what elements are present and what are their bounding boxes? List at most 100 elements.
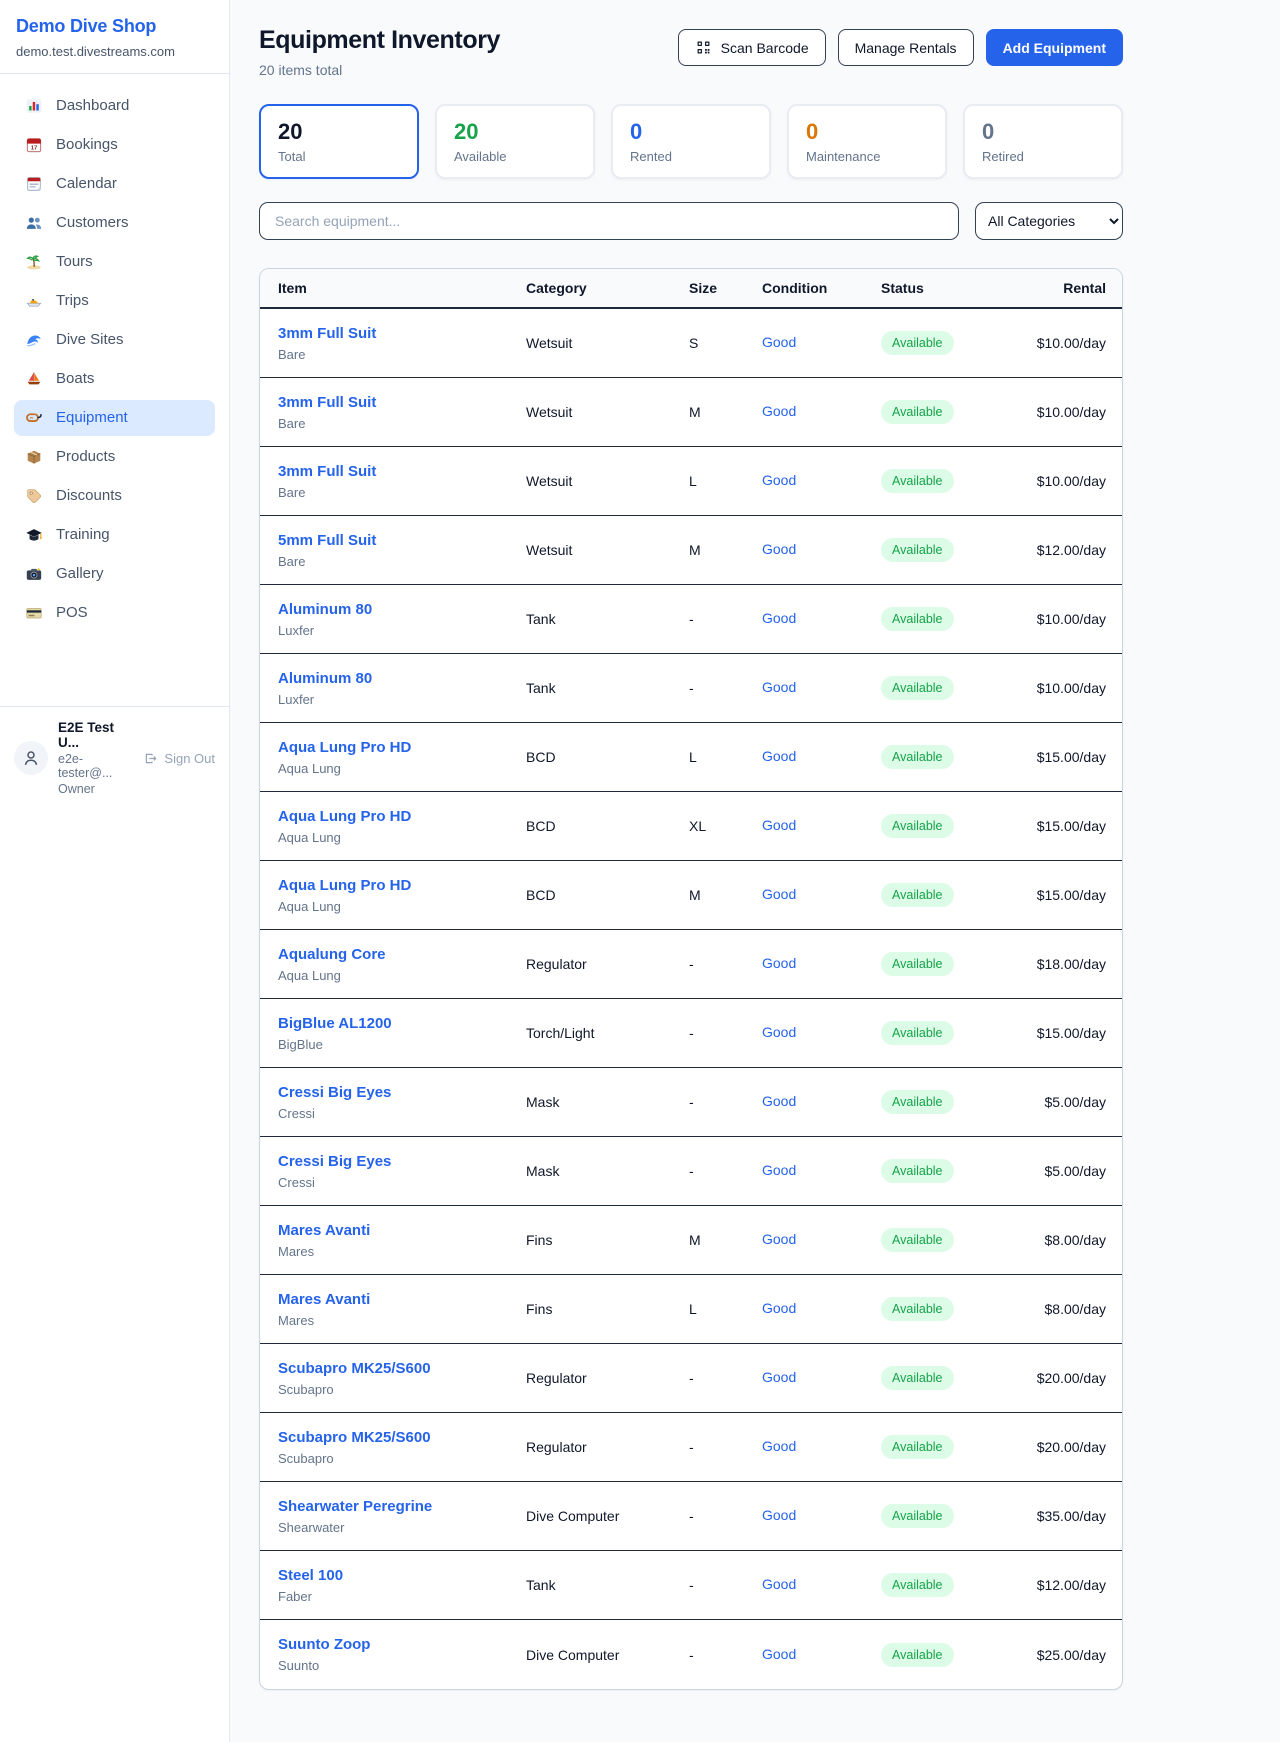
item-name-link[interactable]: Aluminum 80 (278, 600, 373, 618)
item-name-link[interactable]: Suunto Zoop (278, 1636, 371, 1653)
item-rental: $5.00/day (1044, 1163, 1107, 1179)
item-name-link[interactable]: Cressi Big Eyes (278, 1083, 392, 1101)
item-cell: Aqua Lung Pro HD Aqua Lung (278, 808, 526, 845)
condition-link[interactable]: Good (762, 1093, 797, 1109)
manage-rentals-button[interactable]: Manage Rentals (837, 29, 974, 66)
sidebar-item-dashboard[interactable]: Dashboard (14, 88, 215, 124)
item-brand: Scubapro (278, 1450, 334, 1466)
table-row: Aluminum 80 Luxfer Tank - Good Available… (260, 654, 1122, 723)
category-select[interactable]: All Categories (975, 202, 1123, 240)
stat-card-rented[interactable]: 0 Rented (611, 104, 771, 179)
condition-link[interactable]: Good (762, 886, 797, 902)
search-input[interactable] (259, 202, 959, 240)
item-name-link[interactable]: Aqua Lung Pro HD (278, 738, 412, 756)
condition-link[interactable]: Good (762, 1438, 797, 1454)
item-cell: Scubapro MK25/S600 Scubapro (278, 1360, 526, 1397)
sidebar-item-tours[interactable]: Tours (14, 244, 215, 280)
item-name-link[interactable]: Steel 100 (278, 1566, 344, 1584)
condition-link[interactable]: Good (762, 541, 797, 557)
item-cell: Mares Avanti Mares (278, 1291, 526, 1328)
table-row: Steel 100 Faber Tank - Good Available $1… (260, 1551, 1122, 1620)
calendar-icon (25, 175, 43, 193)
equipment-table: Item Category Size Condition Status Rent… (259, 268, 1123, 1690)
item-size: - (689, 1025, 694, 1041)
condition-link[interactable]: Good (762, 817, 797, 833)
item-name-link[interactable]: Mares Avanti (278, 1221, 371, 1239)
item-name-link[interactable]: BigBlue AL1200 (278, 1014, 392, 1032)
condition-link[interactable]: Good (762, 472, 797, 488)
item-size: - (689, 611, 694, 627)
condition-link[interactable]: Good (762, 1231, 797, 1247)
item-name-link[interactable]: Aqua Lung Pro HD (278, 807, 412, 825)
table-row: Shearwater Peregrine Shearwater Dive Com… (260, 1482, 1122, 1551)
sign-out-button[interactable]: Sign Out (141, 749, 215, 767)
item-name-link[interactable]: Aqualung Core (278, 945, 386, 963)
sidebar-item-training[interactable]: Training (14, 517, 215, 553)
status-cell: Available (881, 331, 1012, 355)
add-equipment-button[interactable]: Add Equipment (985, 29, 1123, 66)
status-badge: Available (881, 1297, 954, 1321)
item-name-link[interactable]: Aqua Lung Pro HD (278, 876, 412, 894)
sidebar-item-equipment[interactable]: Equipment (14, 400, 215, 436)
item-name-link[interactable]: 3mm Full Suit (278, 324, 377, 342)
item-brand: Luxfer (278, 622, 315, 638)
condition-link[interactable]: Good (762, 748, 797, 764)
condition-cell: Good (762, 1300, 881, 1318)
sidebar-item-dive-sites[interactable]: Dive Sites (14, 322, 215, 358)
table-row: Cressi Big Eyes Cressi Mask - Good Avail… (260, 1137, 1122, 1206)
sidebar-item-boats[interactable]: Boats (14, 361, 215, 397)
item-name-link[interactable]: 5mm Full Suit (278, 531, 377, 549)
item-cell: Cressi Big Eyes Cressi (278, 1084, 526, 1121)
sidebar-item-discounts[interactable]: Discounts (14, 478, 215, 514)
condition-link[interactable]: Good (762, 679, 797, 695)
sidebar-item-gallery[interactable]: Gallery (14, 556, 215, 592)
condition-cell: Good (762, 541, 881, 559)
sidebar-item-trips[interactable]: Trips (14, 283, 215, 319)
item-name-link[interactable]: Scubapro MK25/S600 (278, 1359, 431, 1377)
item-name-link[interactable]: Scubapro MK25/S600 (278, 1428, 431, 1446)
item-name-link[interactable]: Shearwater Peregrine (278, 1497, 433, 1515)
condition-link[interactable]: Good (762, 1300, 797, 1316)
condition-link[interactable]: Good (762, 1162, 797, 1178)
stat-card-retired[interactable]: 0 Retired (963, 104, 1123, 179)
item-brand: Aqua Lung (278, 898, 341, 914)
sidebar-item-label: Dive Sites (56, 331, 124, 348)
item-name-link[interactable]: Aluminum 80 (278, 669, 373, 687)
status-cell: Available (881, 469, 1012, 493)
training-icon (25, 526, 43, 544)
discounts-icon (25, 487, 43, 505)
condition-link[interactable]: Good (762, 1024, 797, 1040)
sidebar-item-label: Dashboard (56, 97, 130, 114)
item-name-link[interactable]: Mares Avanti (278, 1290, 371, 1308)
item-name-link[interactable]: 3mm Full Suit (278, 462, 377, 480)
item-size: M (689, 887, 701, 903)
condition-link[interactable]: Good (762, 403, 797, 419)
condition-link[interactable]: Good (762, 1576, 797, 1592)
condition-link[interactable]: Good (762, 955, 797, 971)
sidebar-item-label: Trips (56, 292, 89, 309)
condition-link[interactable]: Good (762, 1507, 797, 1523)
condition-link[interactable]: Good (762, 1645, 797, 1662)
sidebar-item-calendar[interactable]: Calendar (14, 166, 215, 202)
condition-link[interactable]: Good (762, 334, 797, 350)
scan-barcode-button[interactable]: Scan Barcode (677, 29, 826, 66)
item-size: M (689, 542, 701, 558)
status-badge: Available (881, 538, 954, 562)
sidebar-nav: Dashboard 17 Bookings Calendar Customers… (0, 74, 229, 634)
condition-cell: Good (762, 1438, 881, 1456)
table-row: Cressi Big Eyes Cressi Mask - Good Avail… (260, 1068, 1122, 1137)
item-name-link[interactable]: Cressi Big Eyes (278, 1152, 392, 1170)
sidebar-item-customers[interactable]: Customers (14, 205, 215, 241)
sidebar-item-pos[interactable]: POS (14, 595, 215, 631)
item-cell: Cressi Big Eyes Cressi (278, 1153, 526, 1190)
condition-link[interactable]: Good (762, 610, 797, 626)
sidebar-item-products[interactable]: Products (14, 439, 215, 475)
boats-icon (25, 370, 43, 388)
stat-card-available[interactable]: 20 Available (435, 104, 595, 179)
stat-card-total[interactable]: 20 Total (259, 104, 419, 179)
item-name-link[interactable]: 3mm Full Suit (278, 393, 377, 411)
condition-link[interactable]: Good (762, 1369, 797, 1385)
sidebar-item-bookings[interactable]: 17 Bookings (14, 127, 215, 163)
stat-card-maintenance[interactable]: 0 Maintenance (787, 104, 947, 179)
item-cell: Steel 100 Faber (278, 1567, 526, 1604)
